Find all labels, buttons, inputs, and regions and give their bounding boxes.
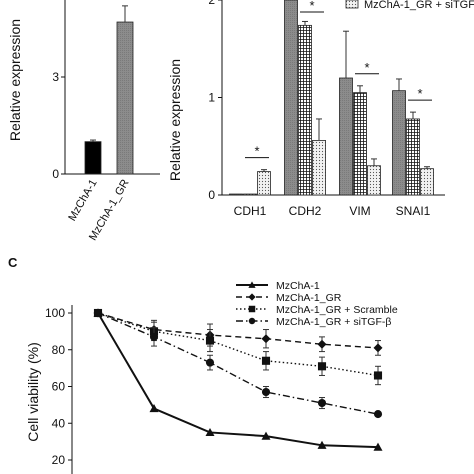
panel-b-plot-area: 0 1 2 * CDH1 * CDH2 * VIM * SNAI1 <box>208 0 445 218</box>
panel-b-legend-swatch <box>345 0 359 9</box>
b-ytick-label: 0 <box>208 188 215 202</box>
c-ytick-label: 40 <box>52 416 66 430</box>
panel-c-letter: C <box>8 255 18 270</box>
b-bar-SNAI1-s3 <box>420 168 434 196</box>
panel-b-legend: MzChA-1_GR + siTGF-β <box>345 0 474 11</box>
b-bar-VIM-s2 <box>353 92 367 196</box>
a-ytick-label: 3 <box>52 70 59 84</box>
c-line-series-1 <box>97 312 379 449</box>
panel-b-chart: Relative expression MzChA-1_GR + siTGF-β… <box>167 0 474 218</box>
b-xtick-label: CDH2 <box>289 204 322 218</box>
c-point-series-4 <box>149 332 159 341</box>
panel-a-ylabel: Relative expression <box>7 19 23 141</box>
c-legend-label: MzChA-1_GR <box>276 292 342 304</box>
c-point-series-4 <box>205 358 215 367</box>
panel-b-ylabel: Relative expression <box>167 59 183 181</box>
b-bar-VIM-s1 <box>339 77 353 196</box>
c-point-series-4 <box>373 410 383 419</box>
a-xtick-label: MzChA-1 <box>66 178 99 224</box>
c-point-series-2 <box>373 343 383 353</box>
c-legend-label: MzChA-1_GR + Scramble <box>276 304 398 316</box>
c-line-series-3 <box>97 312 379 377</box>
c-point-series-1 <box>317 440 327 449</box>
c-point-series-1 <box>373 442 383 451</box>
c-ytick-label: 100 <box>45 306 65 320</box>
c-point-series-3 <box>373 371 383 380</box>
b-significance-mark: * <box>254 144 259 159</box>
b-ytick-label: 2 <box>208 0 215 7</box>
c-point-series-4 <box>317 398 327 408</box>
b-bar-CDH2-s3 <box>312 139 326 196</box>
c-line-series-4 <box>97 312 379 415</box>
b-bar-CDH2-s2 <box>298 24 312 196</box>
c-legend-marker <box>248 281 256 288</box>
b-bar-SNAI1-s1 <box>392 90 406 196</box>
c-legend-label: MzChA-1 <box>276 280 320 292</box>
c-point-series-2 <box>317 339 327 349</box>
c-point-series-1 <box>205 427 215 437</box>
b-bar-CDH1-s3 <box>257 171 271 196</box>
b-bar-CDH2-s1 <box>284 0 298 196</box>
c-point-series-3 <box>261 356 271 365</box>
c-ytick-label: 20 <box>52 453 66 467</box>
b-xtick-label: SNAI1 <box>396 204 431 218</box>
b-bar-SNAI1-s2 <box>406 118 420 196</box>
a-bar-MzChA-1_GR <box>116 21 134 175</box>
c-legend-marker <box>248 317 256 325</box>
a-bar-MzChA-1 <box>84 141 102 175</box>
b-bar-VIM-s3 <box>367 165 381 196</box>
c-legend-marker <box>248 293 256 301</box>
panel-c-plot-area: 20 40 60 80 100 <box>45 305 383 474</box>
c-point-series-1 <box>149 404 159 413</box>
panel-c-chart: C Cell viability (%) MzChA-1MzChA-1_GRMz… <box>8 255 398 474</box>
c-ytick-label: 80 <box>52 343 66 357</box>
c-legend-label: MzChA-1_GR + siTGF-β <box>276 316 391 328</box>
a-ytick-label: 0 <box>52 167 59 181</box>
b-significance-mark: * <box>417 86 422 101</box>
b-significance-mark: * <box>309 0 314 13</box>
b-significance-mark: * <box>364 60 369 75</box>
c-point-series-1 <box>261 431 271 440</box>
b-bar-CDH1-s2 <box>243 193 257 196</box>
c-point-series-2 <box>261 334 271 344</box>
c-point-series-3 <box>205 336 215 345</box>
b-xtick-label: CDH1 <box>234 204 267 218</box>
c-point-series-3 <box>317 362 327 371</box>
b-ytick-label: 1 <box>208 91 215 105</box>
c-legend-marker <box>248 305 256 313</box>
b-bar-CDH1-s1 <box>229 193 243 196</box>
c-point-series-4 <box>261 387 271 397</box>
panel-b-legend-label: MzChA-1_GR + siTGF-β <box>364 0 474 11</box>
c-ytick-label: 60 <box>52 380 66 394</box>
c-point-series-4 <box>93 308 103 318</box>
b-xtick-label: VIM <box>349 204 370 218</box>
c-line-series-2 <box>97 312 379 349</box>
panel-c-ylabel: Cell viability (%) <box>25 342 41 442</box>
